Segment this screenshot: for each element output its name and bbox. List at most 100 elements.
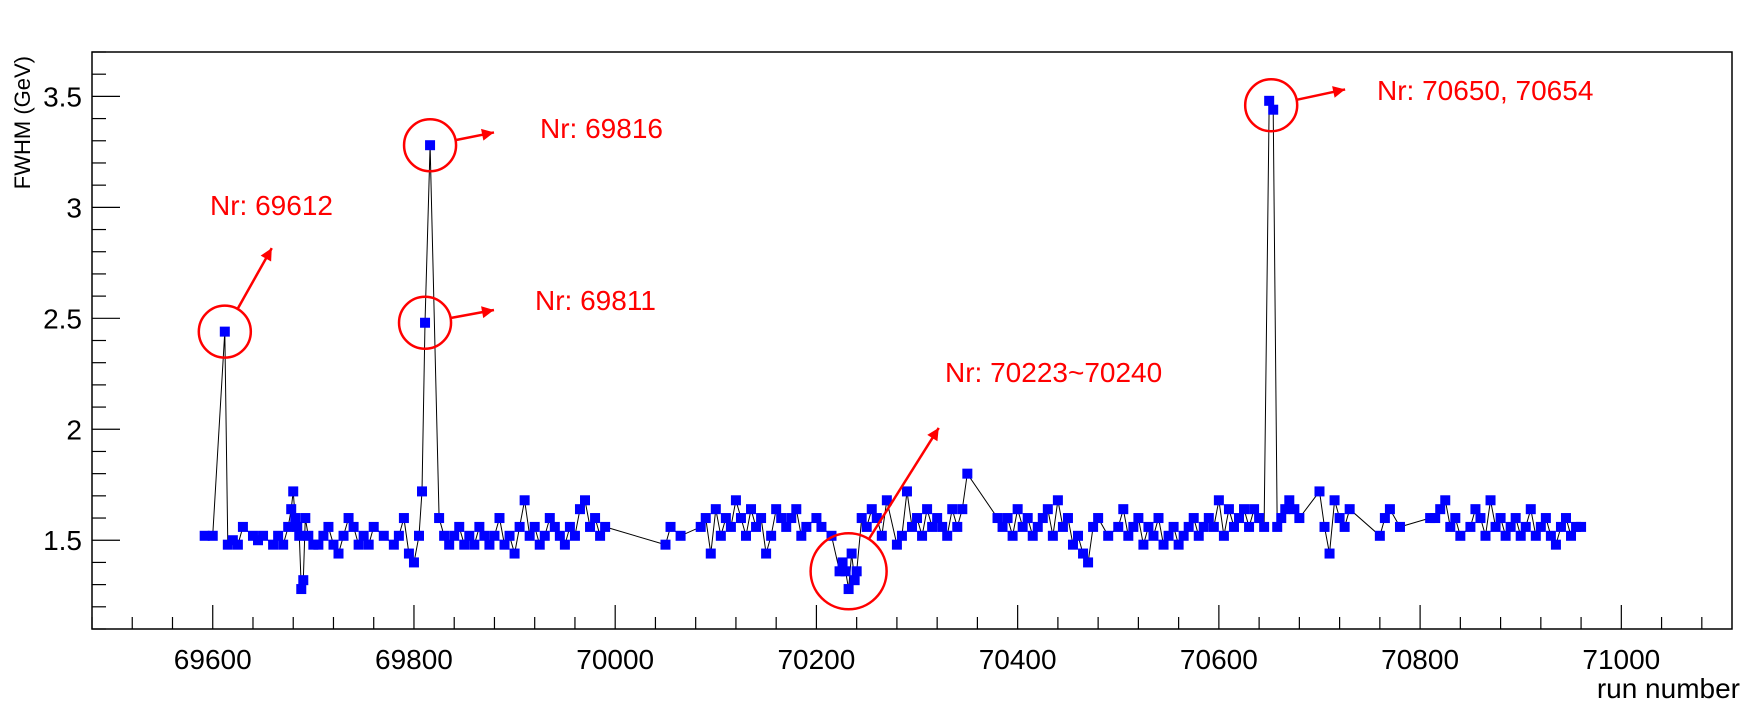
- data-point: [449, 530, 460, 541]
- data-point: [585, 521, 596, 532]
- data-point: [720, 513, 731, 524]
- x-tick-label: 70000: [576, 644, 654, 675]
- data-point: [479, 530, 490, 541]
- data-point: [1093, 513, 1104, 524]
- data-point: [1535, 521, 1546, 532]
- data-point: [464, 530, 475, 541]
- data-point: [232, 539, 243, 550]
- data-point: [1490, 521, 1501, 532]
- data-point: [1394, 521, 1405, 532]
- data-point: [1425, 513, 1436, 524]
- data-point: [278, 539, 289, 550]
- data-point: [695, 521, 706, 532]
- data-point: [796, 530, 807, 541]
- data-point: [1173, 539, 1184, 550]
- data-point: [1123, 530, 1134, 541]
- data-point: [484, 539, 495, 550]
- data-point: [494, 513, 505, 524]
- data-point: [1455, 530, 1466, 541]
- data-point: [1103, 530, 1114, 541]
- data-point: [398, 513, 409, 524]
- data-point: [1268, 104, 1279, 115]
- data-point: [1153, 513, 1164, 524]
- data-point: [1027, 530, 1038, 541]
- data-point: [388, 539, 399, 550]
- annotation: Nr: 69811: [397, 285, 656, 350]
- data-point: [891, 539, 902, 550]
- data-point: [1244, 521, 1255, 532]
- data-point: [1259, 521, 1270, 532]
- data-point: [439, 530, 450, 541]
- data-point: [1017, 521, 1028, 532]
- data-point: [846, 548, 857, 559]
- data-point: [675, 530, 686, 541]
- data-point: [1510, 513, 1521, 524]
- data-point: [1239, 504, 1250, 515]
- data-point: [1128, 521, 1139, 532]
- data-point: [425, 140, 436, 151]
- data-point: [403, 548, 414, 559]
- data-points: [199, 95, 1587, 595]
- data-point: [1012, 504, 1023, 515]
- annotation-arrowhead: [260, 248, 272, 262]
- y-tick-label: 2: [66, 414, 82, 445]
- data-point: [1470, 504, 1481, 515]
- data-point: [298, 575, 309, 586]
- data-point: [705, 548, 716, 559]
- data-point: [1566, 530, 1577, 541]
- x-tick-label: 69800: [375, 644, 453, 675]
- x-tick-label: 69600: [174, 644, 252, 675]
- data-point: [826, 530, 837, 541]
- data-point: [338, 530, 349, 541]
- data-point: [756, 513, 767, 524]
- data-point: [1576, 521, 1587, 532]
- x-tick-label: 70400: [979, 644, 1057, 675]
- data-point: [283, 521, 294, 532]
- data-point: [871, 513, 882, 524]
- y-tick-label: 2.5: [43, 303, 82, 334]
- data-point: [1571, 521, 1582, 532]
- data-point: [1555, 521, 1566, 532]
- x-tick-label: 70800: [1381, 644, 1459, 675]
- data-point: [1314, 486, 1325, 497]
- data-point: [524, 530, 535, 541]
- data-point: [1002, 513, 1013, 524]
- data-point: [816, 521, 827, 532]
- annotation-arrowhead: [481, 306, 494, 319]
- data-point: [1088, 521, 1099, 532]
- data-point: [1289, 504, 1300, 515]
- data-point: [715, 530, 726, 541]
- data-point: [947, 504, 958, 515]
- annotation-arrowhead: [1332, 86, 1346, 98]
- data-point: [1440, 495, 1451, 506]
- data-point: [294, 530, 305, 541]
- data-point: [1334, 513, 1345, 524]
- data-point: [308, 539, 319, 550]
- data-point: [766, 530, 777, 541]
- data-point: [1264, 95, 1275, 106]
- annotation: Nr: 70650, 70654: [1243, 75, 1593, 133]
- data-point: [368, 521, 379, 532]
- data-point: [1163, 530, 1174, 541]
- data-point: [710, 504, 721, 515]
- annotations: Nr: 69612 Nr: 69816 Nr: 69811 Nr: 70223~702…: [197, 75, 1593, 611]
- data-point: [207, 530, 218, 541]
- data-point: [901, 486, 912, 497]
- data-point: [1540, 513, 1551, 524]
- x-axis-label: run number: [1597, 673, 1740, 704]
- data-point: [1520, 521, 1531, 532]
- data-point: [1052, 495, 1063, 506]
- data-point: [1384, 504, 1395, 515]
- data-point: [474, 521, 485, 532]
- data-point: [1515, 530, 1526, 541]
- data-point: [237, 521, 248, 532]
- data-point: [580, 495, 591, 506]
- data-point: [856, 513, 867, 524]
- data-point: [834, 566, 845, 577]
- data-point: [564, 521, 575, 532]
- annotation: Nr: 69816: [402, 113, 663, 173]
- data-point: [1329, 495, 1340, 506]
- data-point: [1073, 530, 1084, 541]
- data-point: [459, 539, 470, 550]
- data-point: [932, 513, 943, 524]
